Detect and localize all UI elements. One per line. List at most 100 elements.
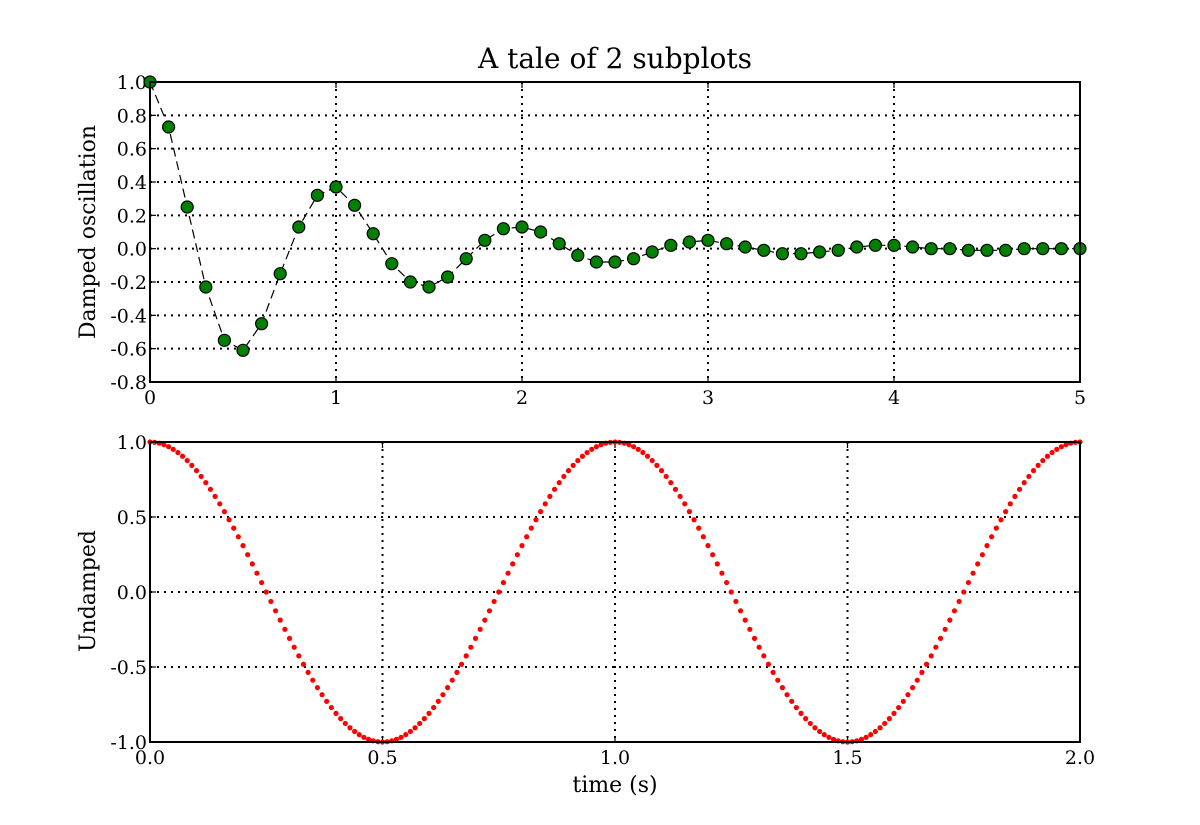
damped-oscillation-point xyxy=(255,317,269,331)
undamped-point xyxy=(733,598,739,605)
top-subplot-x-tick-label: 3 xyxy=(702,387,714,409)
undamped-point xyxy=(751,635,758,641)
undamped-point xyxy=(463,653,469,659)
undamped-point xyxy=(356,732,362,738)
undamped-point xyxy=(231,525,237,531)
undamped-point xyxy=(984,543,990,549)
undamped-point xyxy=(254,570,260,576)
undamped-point xyxy=(538,509,544,515)
bottom-subplot-y-tick-label: 1.0 xyxy=(117,432,147,454)
undamped-point xyxy=(658,468,665,474)
undamped-point xyxy=(737,608,744,614)
damped-oscillation-point xyxy=(831,243,845,257)
undamped-point xyxy=(235,534,241,540)
undamped-point xyxy=(170,446,176,452)
undamped-point xyxy=(728,589,734,595)
bottom-subplot-undamped: 0.0 0.5 1.0 1.5 2.0 -1.0 -0.5 0.0 0.5 1.0 xyxy=(110,432,1095,769)
damped-oscillation-point xyxy=(478,233,492,247)
undamped-point xyxy=(942,626,948,632)
damped-oscillation-point xyxy=(812,245,827,259)
undamped-point xyxy=(431,704,437,711)
undamped-point xyxy=(877,725,883,731)
undamped-point xyxy=(259,579,265,586)
top-subplot-x-tick-label: 5 xyxy=(1074,387,1086,409)
damped-oscillation-point xyxy=(608,255,622,269)
bottom-subplot-x-tick-label: 1.5 xyxy=(832,747,862,769)
undamped-point xyxy=(458,661,465,667)
undamped-point xyxy=(166,444,172,450)
undamped-point xyxy=(365,736,372,742)
undamped-point xyxy=(300,661,307,667)
top-subplot-x-tick-label: 1 xyxy=(330,387,342,409)
undamped-point xyxy=(352,728,358,735)
undamped-point xyxy=(417,720,423,727)
undamped-point xyxy=(975,561,981,567)
undamped-point xyxy=(747,626,753,632)
damped-oscillation-point xyxy=(924,242,938,256)
bottom-subplot-x-tick-label: 0.5 xyxy=(367,747,397,769)
top-subplot-x-tick-label: 2 xyxy=(516,387,528,409)
undamped-point xyxy=(793,704,799,711)
undamped-point xyxy=(533,517,539,523)
undamped-point xyxy=(830,736,837,742)
undamped-point xyxy=(575,457,581,464)
undamped-point xyxy=(691,517,697,523)
undamped-point xyxy=(556,480,562,486)
undamped-point xyxy=(914,677,920,683)
undamped-point xyxy=(175,449,181,456)
undamped-point xyxy=(542,501,548,507)
undamped-point xyxy=(937,635,944,641)
undamped-point xyxy=(817,728,823,735)
damped-oscillation-point xyxy=(348,198,362,212)
undamped-point xyxy=(500,579,506,586)
damped-oscillation-point xyxy=(180,200,194,214)
undamped-point xyxy=(1040,457,1046,464)
undamped-point xyxy=(1030,468,1037,474)
damped-oscillation-point xyxy=(403,275,417,289)
damped-oscillation-point xyxy=(682,235,697,249)
undamped-point xyxy=(524,534,530,540)
undamped-point xyxy=(179,453,186,459)
undamped-point xyxy=(565,468,572,474)
undamped-point xyxy=(1049,449,1055,456)
bottom-subplot-x-axis-label: time (s) xyxy=(572,773,657,798)
undamped-point xyxy=(421,716,427,722)
undamped-point xyxy=(589,446,595,452)
bottom-subplot-x-tick-label: 1.0 xyxy=(600,747,630,769)
damped-oscillation-point xyxy=(422,280,436,294)
top-subplot-x-tick-label: 4 xyxy=(888,387,900,409)
undamped-point xyxy=(919,669,925,675)
undamped-point xyxy=(872,728,879,735)
undamped-point xyxy=(654,462,660,468)
damped-oscillation-point xyxy=(905,240,920,254)
damped-oscillation-point xyxy=(1054,242,1069,256)
damped-oscillation-point xyxy=(719,237,734,251)
bottom-subplot-y-tick-label: -1.0 xyxy=(110,732,147,754)
undamped-point xyxy=(644,453,651,459)
undamped-point xyxy=(979,552,985,558)
undamped-point xyxy=(226,517,232,523)
undamped-point xyxy=(789,698,795,704)
undamped-point xyxy=(626,442,632,448)
undamped-point xyxy=(672,486,679,492)
undamped-point xyxy=(510,561,516,567)
bottom-subplot-y-tick-label: -0.5 xyxy=(110,657,147,679)
undamped-point xyxy=(821,732,827,738)
undamped-point xyxy=(324,698,330,704)
undamped-point xyxy=(291,644,297,650)
undamped-point xyxy=(468,644,474,650)
undamped-point xyxy=(858,736,865,742)
undamped-point xyxy=(263,589,269,595)
undamped-point xyxy=(961,589,967,595)
undamped-point xyxy=(1016,486,1023,492)
undamped-point xyxy=(193,468,200,474)
undamped-point xyxy=(798,710,804,716)
undamped-point xyxy=(528,525,534,531)
damped-oscillation-point xyxy=(868,238,883,252)
damped-oscillation-point xyxy=(533,225,548,239)
top-subplot-damped-oscillation: 0 1 2 3 4 5 -0.8 -0.6 -0.4 -0.2 0.0 0.2 0.4 0.6 0.8 1.0 xyxy=(110,72,1087,409)
damped-oscillation-point xyxy=(775,247,790,261)
undamped-point xyxy=(454,669,460,675)
undamped-point xyxy=(640,449,646,456)
